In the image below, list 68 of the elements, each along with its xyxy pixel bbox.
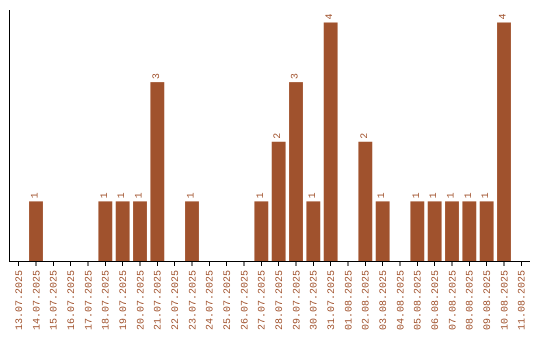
data-label: 4 [498, 14, 510, 20]
x-tick-label: 20.07.2025 [136, 270, 148, 330]
x-tick-label: 10.08.2025 [500, 270, 512, 330]
x-tick-label: 04.08.2025 [396, 270, 408, 330]
data-label: 1 [100, 192, 111, 198]
x-tick-label: 05.08.2025 [414, 270, 425, 330]
bar [272, 142, 286, 261]
x-tick-label: 24.07.2025 [206, 270, 217, 330]
data-label: 1 [117, 192, 128, 198]
bar [497, 22, 511, 261]
x-tick-label: 21.07.2025 [154, 270, 165, 330]
bar [428, 201, 442, 261]
x-tick-label: 16.07.2025 [66, 270, 78, 330]
x-tick-label: 22.07.2025 [170, 270, 182, 330]
x-tick-label: 23.07.2025 [188, 270, 200, 330]
bar [116, 201, 130, 261]
x-tick-label: 11.08.2025 [518, 270, 529, 330]
bar [98, 201, 112, 261]
bar [410, 201, 424, 261]
bar [185, 201, 199, 261]
x-tick-label: 08.08.2025 [466, 270, 477, 330]
x-tick-label: 06.08.2025 [430, 270, 442, 330]
bar [133, 201, 147, 261]
x-tick-label: 27.07.2025 [258, 270, 269, 330]
x-tick-label: 19.07.2025 [118, 270, 130, 330]
bar [150, 82, 164, 261]
x-tick-label: 18.07.2025 [102, 270, 113, 330]
data-label: 1 [256, 192, 267, 198]
x-tick-label: 29.07.2025 [292, 270, 304, 330]
data-label: 1 [429, 192, 440, 198]
x-tick-label: 02.08.2025 [362, 270, 373, 330]
x-tick-label: 25.07.2025 [222, 270, 234, 330]
bar [289, 82, 303, 261]
data-label: 2 [360, 132, 371, 139]
bar [29, 201, 43, 261]
bar [445, 201, 459, 261]
data-label: 1 [30, 192, 42, 198]
data-label: 1 [481, 192, 492, 198]
x-tick-label: 15.07.2025 [50, 270, 61, 330]
x-tick-label: 01.08.2025 [344, 270, 356, 330]
data-label: 3 [290, 73, 302, 80]
x-tick-label: 14.07.2025 [32, 270, 44, 330]
bar [358, 142, 372, 261]
data-label: 1 [464, 192, 475, 198]
data-label: 4 [325, 14, 336, 20]
bar [254, 201, 268, 261]
x-tick-label: 26.07.2025 [240, 270, 252, 330]
data-label: 1 [308, 192, 319, 198]
x-tick-label: 03.08.2025 [378, 270, 390, 330]
data-label: 1 [186, 192, 198, 198]
bar [480, 201, 494, 261]
data-label: 1 [412, 192, 423, 198]
x-tick-label: 28.07.2025 [274, 270, 286, 330]
data-label: 3 [152, 73, 163, 80]
bar [324, 22, 338, 261]
bar [306, 201, 320, 261]
bar [462, 201, 476, 261]
x-tick-label: 07.08.2025 [448, 270, 460, 330]
x-tick-label: 31.07.2025 [326, 270, 338, 330]
data-label: 1 [377, 192, 388, 198]
data-label: 2 [273, 132, 284, 139]
data-label: 1 [134, 192, 146, 198]
x-tick-label: 30.07.2025 [310, 270, 321, 330]
x-tick-label: 13.07.2025 [14, 270, 26, 330]
data-label: 1 [446, 192, 458, 198]
x-tick-label: 09.08.2025 [482, 270, 494, 330]
bar [376, 201, 390, 261]
x-tick-label: 17.07.2025 [84, 270, 96, 330]
